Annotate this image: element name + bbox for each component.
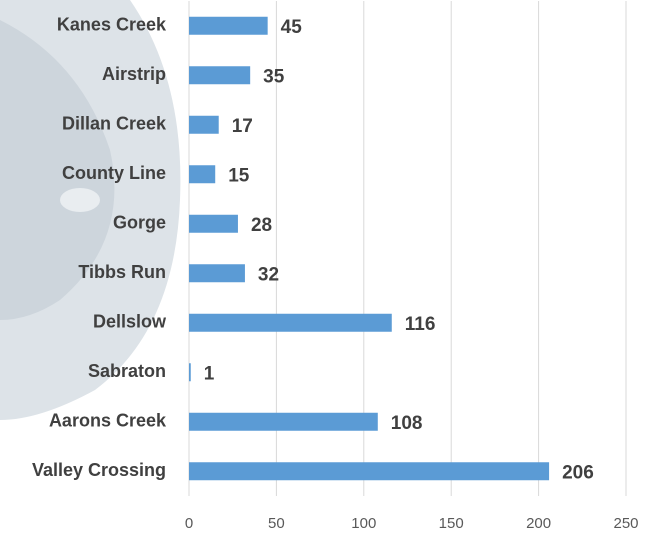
x-tick-label: 200 bbox=[526, 515, 551, 532]
y-tick-label: Airstrip bbox=[102, 64, 166, 84]
value-label: 17 bbox=[232, 116, 253, 137]
bar bbox=[189, 462, 550, 481]
value-label: 1 bbox=[204, 363, 215, 384]
value-label: 35 bbox=[263, 66, 285, 87]
bar bbox=[189, 165, 216, 184]
value-label: 45 bbox=[281, 17, 303, 38]
y-tick-label: Dillan Creek bbox=[62, 114, 167, 134]
x-tick-label: 100 bbox=[351, 515, 376, 532]
x-tick-label: 250 bbox=[613, 515, 638, 532]
bar bbox=[189, 313, 392, 332]
y-tick-label: Kanes Creek bbox=[57, 15, 167, 35]
value-label: 108 bbox=[391, 413, 423, 434]
bar bbox=[189, 66, 251, 85]
x-tick-label: 0 bbox=[185, 515, 193, 532]
x-tick-label: 50 bbox=[268, 515, 285, 532]
value-label: 15 bbox=[228, 165, 250, 186]
y-tick-label: Valley Crossing bbox=[32, 460, 166, 480]
y-tick-label: County Line bbox=[62, 163, 166, 183]
bar bbox=[189, 16, 268, 35]
bar bbox=[189, 412, 378, 431]
value-label: 206 bbox=[562, 462, 594, 483]
value-label: 28 bbox=[251, 215, 272, 236]
value-label: 116 bbox=[405, 314, 436, 335]
bar bbox=[189, 115, 219, 134]
bar bbox=[189, 214, 238, 233]
x-tick-label: 150 bbox=[439, 515, 464, 532]
y-tick-label: Dellslow bbox=[93, 312, 167, 332]
y-tick-label: Sabraton bbox=[88, 361, 166, 381]
value-label: 32 bbox=[258, 264, 279, 285]
bar bbox=[189, 264, 245, 283]
y-tick-label: Gorge bbox=[113, 213, 166, 233]
y-tick-label: Tibbs Run bbox=[78, 262, 166, 282]
bar bbox=[189, 363, 191, 382]
y-tick-label: Aarons Creek bbox=[49, 411, 167, 431]
